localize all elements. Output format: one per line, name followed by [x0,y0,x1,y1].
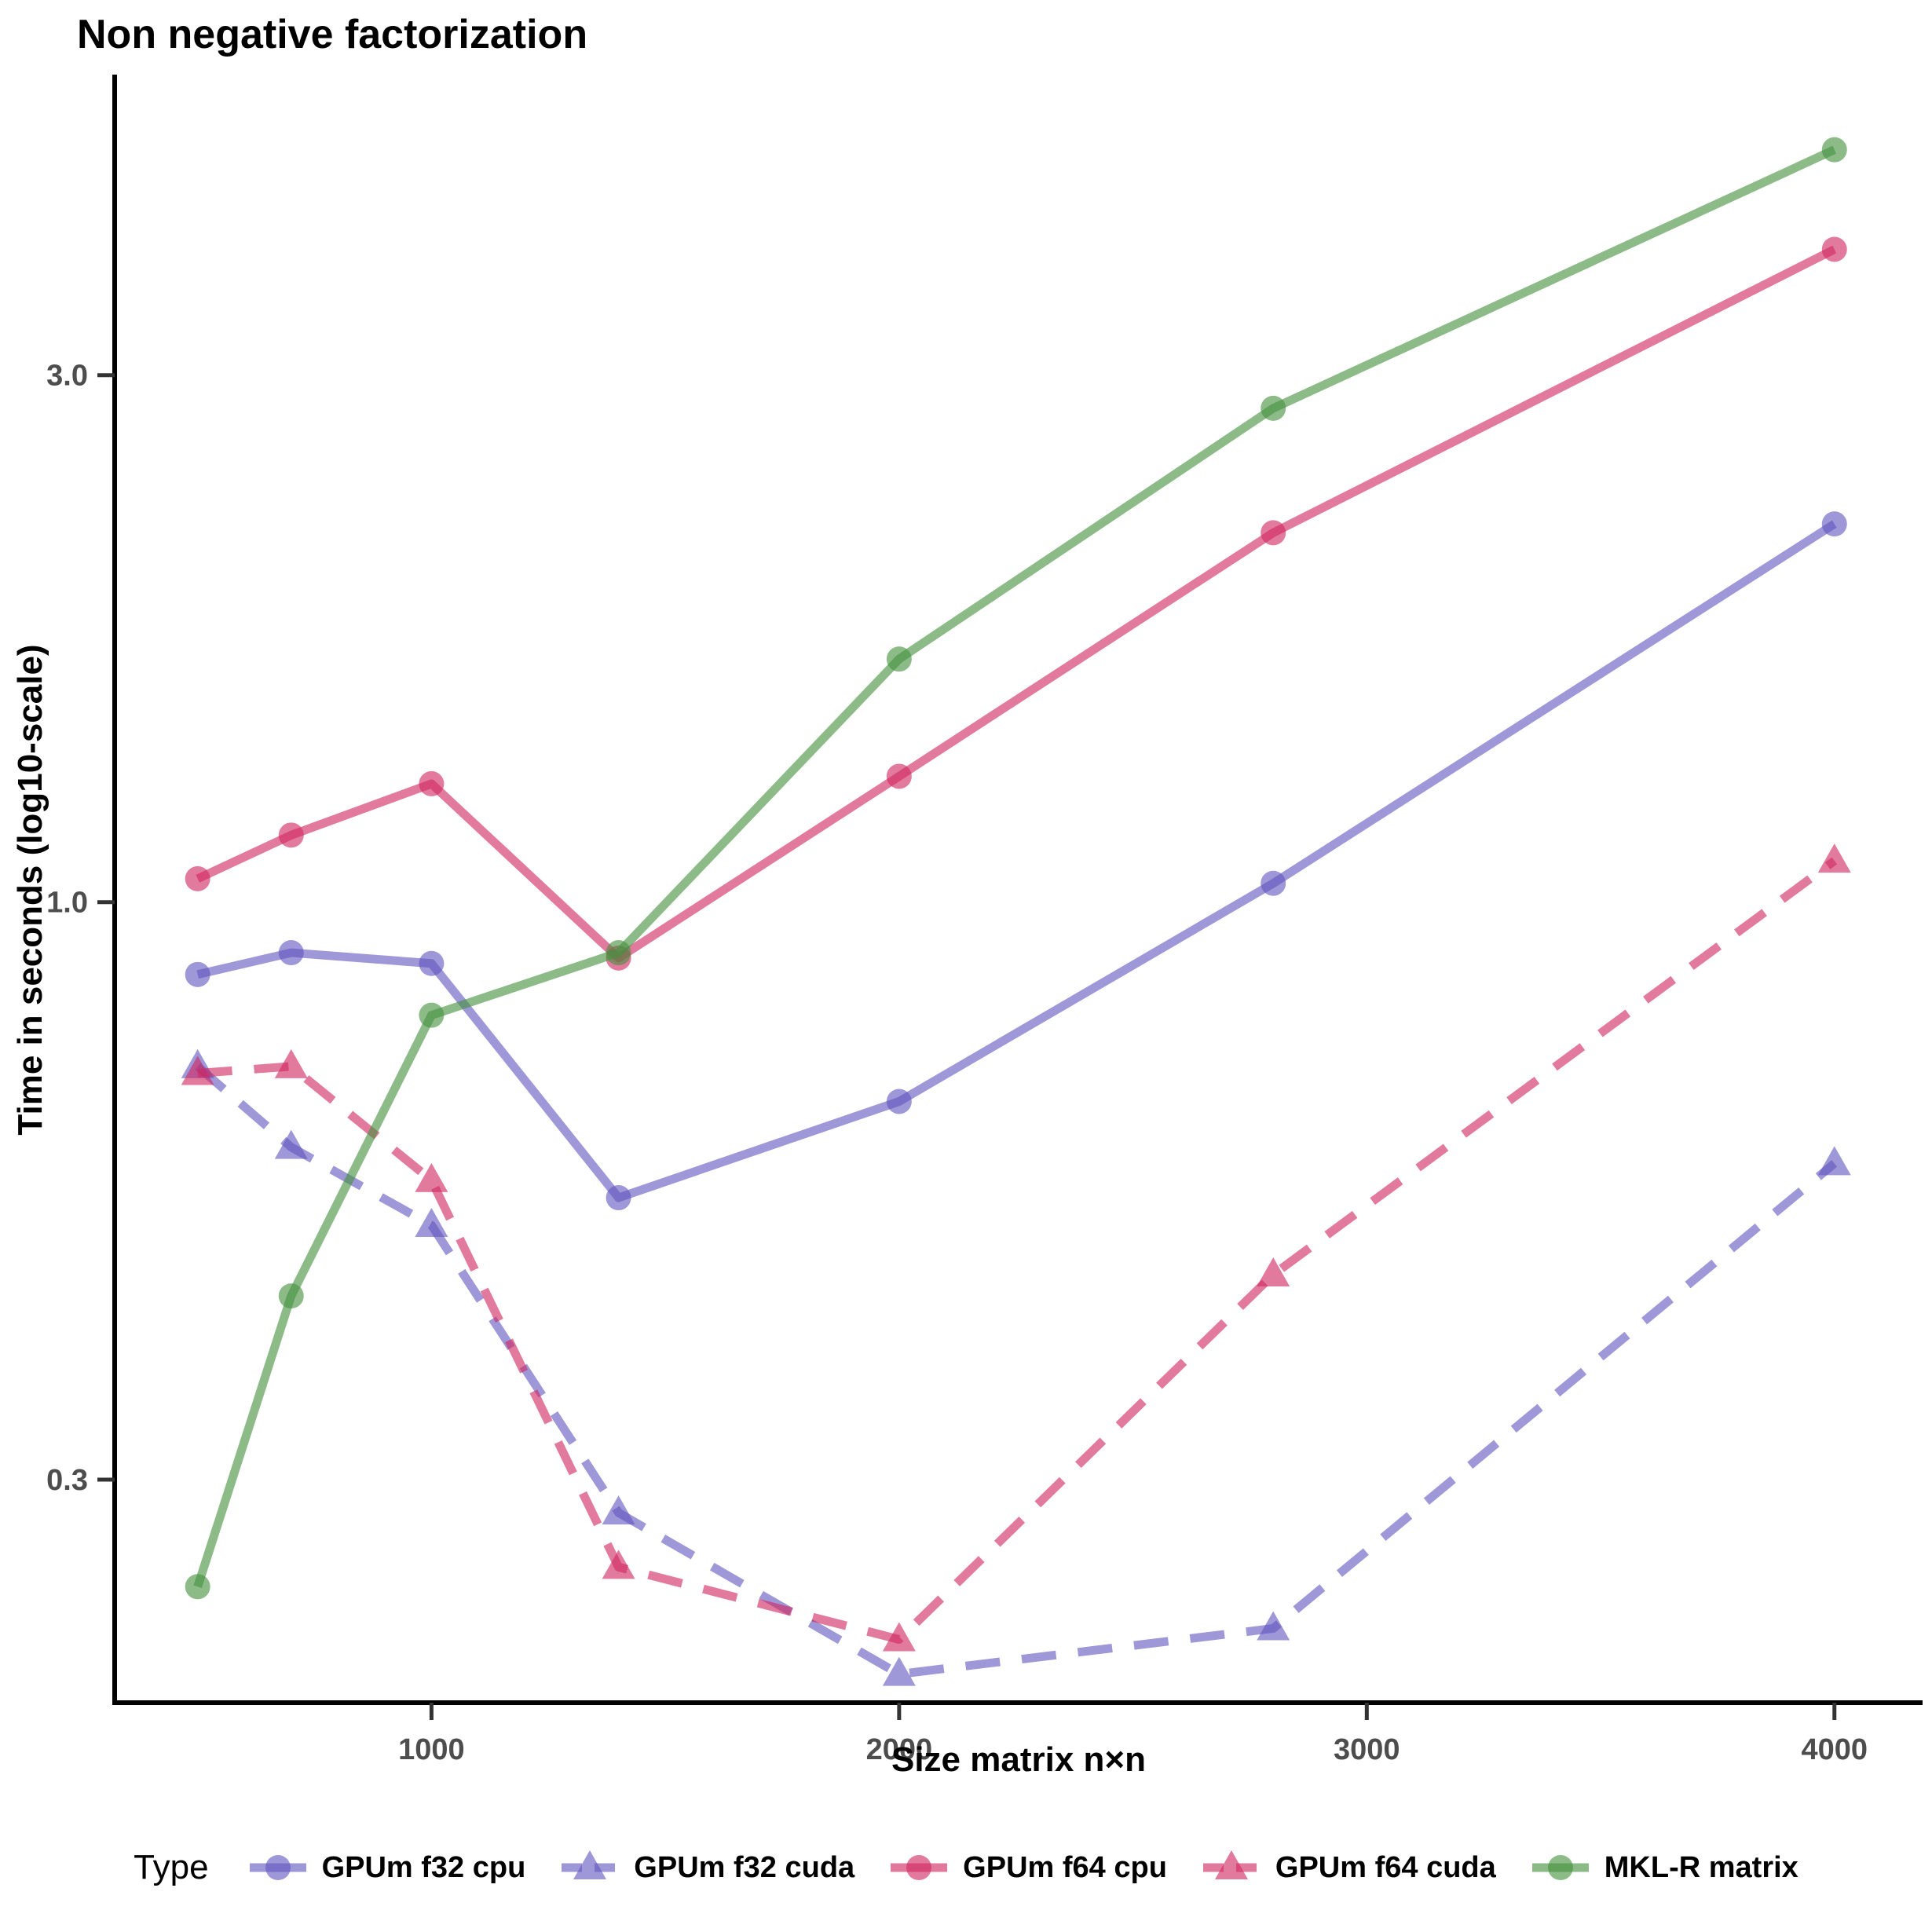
legend-item-gpum-f32-cpu: GPUm f32 cpu [245,1844,526,1891]
series-mkl-r-matrix [185,137,1847,1600]
data-point-marker [886,1089,912,1114]
series-gpum-f32-cpu [185,511,1847,1211]
data-point-marker [278,940,304,966]
legend-key-circle-icon [1531,1855,1589,1880]
y-tick-label: 1.0 [46,887,88,920]
x-tick-label: 2000 [866,1733,933,1766]
legend-item-label: GPUm f32 cuda [634,1850,855,1884]
data-point-marker [181,1056,214,1085]
data-point-marker [606,940,631,966]
series-line [195,1063,1838,1679]
data-point-marker [1261,395,1286,421]
data-point-marker [1257,1257,1290,1286]
y-tick-label: 0.3 [46,1464,88,1497]
legend-key-circle-icon [249,1855,306,1880]
legend-item-label: GPUm f32 cpu [321,1850,526,1884]
data-point-marker [185,961,210,987]
data-point-marker [415,1207,448,1237]
legend-item-mkl-r-matrix: MKL-R matrix [1528,1844,1798,1891]
series-line [196,520,1837,1202]
data-point-marker [602,1495,635,1525]
data-point-marker [1261,520,1286,546]
data-point-marker [1821,137,1847,163]
data-point-marker [602,1550,635,1579]
x-axis-title: Size matrix n×n [891,1740,1146,1779]
series-gpum-f64-cuda [181,843,1851,1652]
data-point-marker [882,1622,916,1652]
legend: Type GPUm f32 cpu GPUm f32 cuda GPUm f64 c… [0,1844,1932,1891]
data-point-marker [419,770,445,796]
data-point-marker [415,1162,448,1192]
data-point-marker [419,1002,445,1028]
data-point-marker [1821,511,1847,537]
axes [112,75,1923,1705]
series-gpum-f64-cpu [185,236,1847,971]
y-axis-ticks: 3.0 1.0 0.3 [46,360,115,1497]
data-point-marker [886,763,912,789]
series-gpum-f32-cuda [181,1048,1851,1686]
data-point-marker [1817,843,1851,873]
legend-key-triangle-icon [562,1850,619,1879]
x-axis-ticks: 1000 2000 3000 4000 [398,1703,1868,1766]
data-point-marker [274,1048,308,1078]
data-point-marker [278,822,304,848]
x-tick-label: 4000 [1801,1733,1868,1766]
y-tick-label: 3.0 [46,360,88,393]
x-tick-label: 1000 [398,1733,465,1766]
data-point-marker [185,1574,210,1600]
legend-title: Type [134,1848,209,1886]
legend-item-label: GPUm f64 cuda [1275,1850,1496,1884]
data-point-marker [1261,870,1286,896]
legend-item-label: GPUm f64 cpu [963,1850,1167,1884]
data-point-marker [274,1129,308,1159]
data-point-marker [606,1185,631,1211]
data-point-marker [1821,236,1847,262]
legend-key-triangle-icon [1202,1850,1260,1879]
data-point-marker [419,950,445,976]
legend-item-gpum-f64-cpu: GPUm f64 cpu [886,1844,1167,1891]
legend-key-circle-icon [891,1855,948,1880]
data-point-marker [886,646,912,672]
legend-item-gpum-f32-cuda: GPUm f32 cuda [557,1844,854,1891]
data-point-marker [1817,1146,1851,1176]
chart-title: Non negative factorization [77,12,588,57]
series-line [193,145,1837,1588]
data-point-marker [278,1283,304,1309]
x-tick-label: 3000 [1334,1733,1400,1766]
data-point-marker [185,865,210,891]
data-point-marker [882,1656,916,1686]
legend-item-label: MKL-R matrix [1604,1850,1798,1884]
data-point-marker [1257,1611,1290,1641]
legend-item-gpum-f64-cuda: GPUm f64 cuda [1198,1844,1496,1891]
series-line [196,245,1837,963]
